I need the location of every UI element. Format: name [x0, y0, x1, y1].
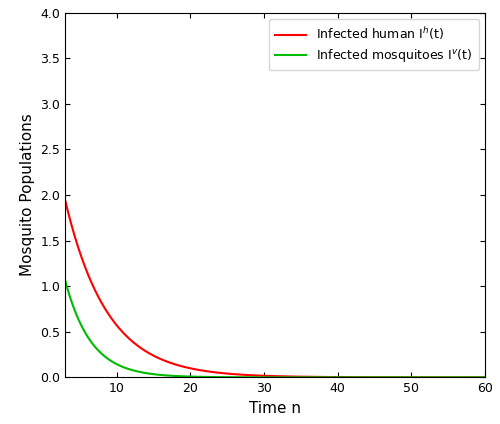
Infected mosquitoes I$^v$(t)	[247, 375, 253, 380]
Infected human I$^h$(t)	[105, 311, 111, 316]
Infected mosquitoes I$^v$(t)	[232, 375, 238, 380]
Legend: Infected human I$^h$(t), Infected mosquitoes I$^v$(t): Infected human I$^h$(t), Infected mosqui…	[268, 19, 479, 70]
Infected mosquitoes I$^v$(t)	[62, 277, 68, 282]
Infected human I$^h$(t)	[397, 375, 403, 380]
Infected human I$^h$(t)	[232, 372, 238, 377]
Infected mosquitoes I$^v$(t)	[105, 356, 111, 361]
Infected mosquitoes I$^v$(t)	[482, 375, 488, 380]
Infected human I$^h$(t)	[390, 375, 396, 380]
Infected human I$^h$(t)	[482, 375, 488, 380]
X-axis label: Time n: Time n	[249, 401, 301, 416]
Infected human I$^h$(t)	[350, 375, 356, 380]
Infected mosquitoes I$^v$(t)	[397, 375, 403, 380]
Line: Infected mosquitoes I$^v$(t): Infected mosquitoes I$^v$(t)	[65, 280, 485, 377]
Infected mosquitoes I$^v$(t)	[350, 375, 356, 380]
Y-axis label: Mosquito Populations: Mosquito Populations	[20, 114, 34, 276]
Line: Infected human I$^h$(t): Infected human I$^h$(t)	[65, 200, 485, 377]
Infected human I$^h$(t)	[247, 373, 253, 378]
Infected human I$^h$(t)	[62, 197, 68, 202]
Infected mosquitoes I$^v$(t)	[390, 375, 396, 380]
